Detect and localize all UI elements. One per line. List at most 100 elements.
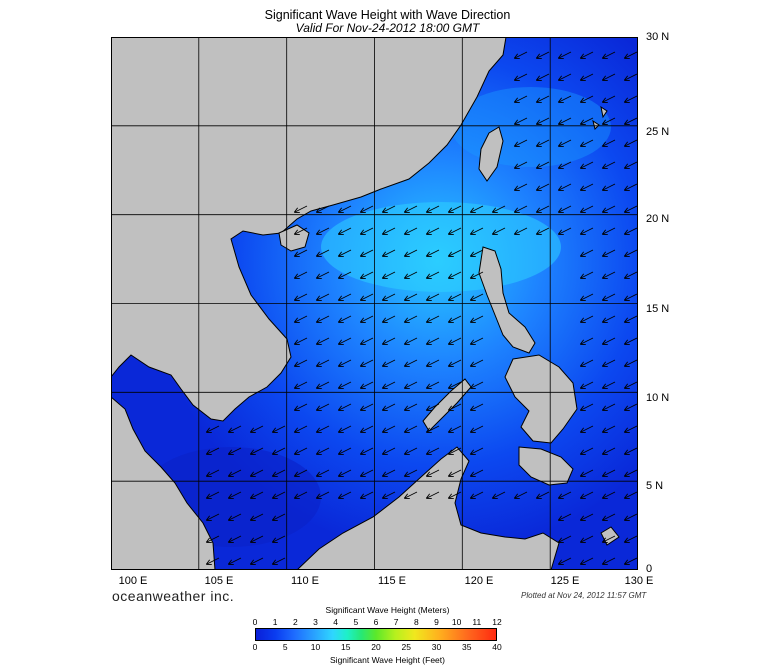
wave-arrow — [251, 425, 264, 432]
wave-arrow — [383, 447, 396, 454]
wave-height-map — [111, 37, 638, 570]
wave-arrow — [537, 117, 550, 124]
colorbar-meters-tick: 6 — [373, 617, 379, 627]
wave-arrow — [603, 403, 616, 410]
wave-arrow — [625, 557, 638, 564]
wave-arrow — [295, 205, 308, 212]
wave-arrow — [295, 227, 308, 234]
wave-arrow — [625, 139, 638, 146]
wave-arrow — [405, 359, 418, 366]
wave-arrow — [295, 403, 308, 410]
wave-arrow — [295, 381, 308, 388]
wave-arrow — [449, 491, 462, 498]
wave-arrow — [515, 95, 528, 102]
wave-arrow — [581, 73, 594, 80]
wave-arrow — [449, 205, 462, 212]
wave-arrow — [383, 315, 396, 322]
wave-arrow — [339, 425, 352, 432]
wave-arrow — [317, 315, 330, 322]
wave-arrow — [361, 337, 374, 344]
wave-arrow — [317, 469, 330, 476]
wave-arrow — [405, 249, 418, 256]
wave-arrow — [471, 425, 484, 432]
wave-arrow — [625, 315, 638, 322]
wave-arrow — [383, 249, 396, 256]
wave-arrow — [339, 469, 352, 476]
wave-arrow — [317, 205, 330, 212]
wave-arrow — [361, 359, 374, 366]
wave-arrow — [273, 513, 286, 520]
wave-arrow — [603, 447, 616, 454]
wave-arrow — [295, 425, 308, 432]
wave-arrow — [537, 183, 550, 190]
wave-arrow — [427, 293, 440, 300]
wave-arrow — [471, 249, 484, 256]
wave-arrow — [603, 491, 616, 498]
wave-arrow — [361, 315, 374, 322]
wave-arrow — [229, 447, 242, 454]
wave-arrow — [625, 359, 638, 366]
wave-arrow — [581, 513, 594, 520]
wave-arrow — [383, 425, 396, 432]
wave-arrow — [317, 491, 330, 498]
wave-arrow — [559, 491, 572, 498]
colorbar-meters-tick: 5 — [353, 617, 359, 627]
colorbar-meters-tick: 12 — [492, 617, 502, 627]
wave-arrow — [493, 227, 506, 234]
wave-arrow — [405, 337, 418, 344]
wave-arrow — [339, 249, 352, 256]
colorbar-meters-tick: 9 — [434, 617, 439, 627]
wave-arrow — [317, 359, 330, 366]
wave-arrow — [427, 425, 440, 432]
wave-arrow — [559, 73, 572, 80]
wave-arrow — [537, 205, 550, 212]
wave-arrow — [471, 491, 484, 498]
wave-arrow — [449, 337, 462, 344]
wave-arrow — [625, 95, 638, 102]
wave-arrow — [581, 491, 594, 498]
wave-direction-arrows — [207, 51, 638, 564]
wave-arrow — [427, 403, 440, 410]
map-subtitle: Valid For Nov-24-2012 18:00 GMT — [295, 21, 480, 35]
wave-arrow — [427, 227, 440, 234]
wave-arrow — [383, 381, 396, 388]
wave-arrow — [273, 447, 286, 454]
wave-arrow — [339, 403, 352, 410]
wave-arrow — [581, 293, 594, 300]
map-area — [111, 37, 638, 570]
wave-arrow — [317, 293, 330, 300]
wave-arrow — [361, 271, 374, 278]
wave-arrow — [383, 359, 396, 366]
wave-arrow — [559, 139, 572, 146]
wave-arrow — [207, 557, 220, 564]
wave-arrow — [559, 557, 572, 564]
malay-peninsula — [111, 396, 216, 570]
wave-arrow — [537, 51, 550, 58]
wave-arrow — [339, 315, 352, 322]
wave-arrow — [339, 447, 352, 454]
wave-arrow — [603, 293, 616, 300]
wave-arrow — [317, 271, 330, 278]
colorbar-feet-tick: 35 — [462, 642, 472, 652]
wave-arrow — [405, 227, 418, 234]
wave-arrow — [273, 425, 286, 432]
wave-arrow — [405, 205, 418, 212]
wave-arrow — [251, 491, 264, 498]
wave-arrow — [471, 403, 484, 410]
lon-label-105e: 105 E — [204, 575, 234, 587]
wave-arrow — [229, 491, 242, 498]
wave-arrow — [317, 403, 330, 410]
lat-label-0: 0 — [646, 563, 653, 575]
wave-arrow — [559, 51, 572, 58]
wave-arrow — [339, 271, 352, 278]
wave-arrow — [207, 491, 220, 498]
wave-arrow — [317, 425, 330, 432]
wave-arrow — [273, 491, 286, 498]
wave-arrow — [427, 491, 440, 498]
wave-arrow — [581, 51, 594, 58]
wave-arrow — [625, 249, 638, 256]
lon-label-110e: 110 E — [291, 575, 319, 587]
wave-arrow — [471, 293, 484, 300]
wave-arrow — [559, 161, 572, 168]
